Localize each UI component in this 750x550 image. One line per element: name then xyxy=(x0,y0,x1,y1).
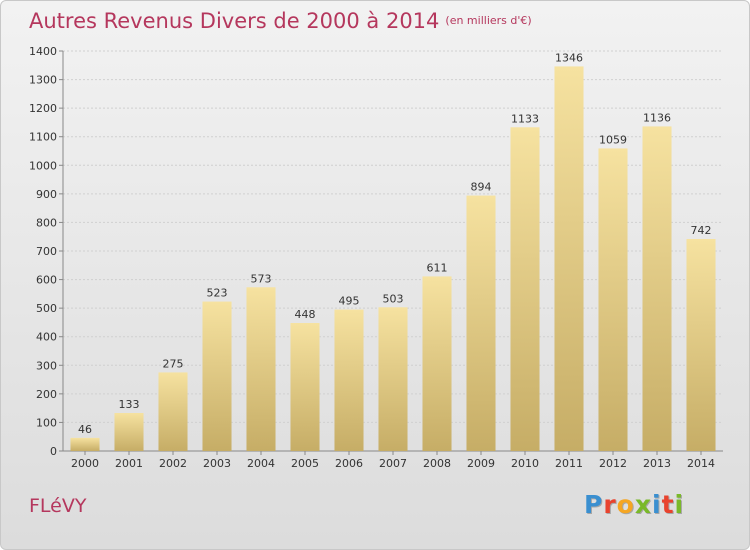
x-tick-label: 2003 xyxy=(203,457,231,470)
data-label-2005: 448 xyxy=(295,308,316,321)
bar-2008 xyxy=(422,276,452,451)
data-label-2006: 495 xyxy=(339,295,360,308)
x-tick-label: 2009 xyxy=(467,457,495,470)
y-tick-label: 1000 xyxy=(29,159,57,172)
logo-letter: P xyxy=(584,490,604,519)
commune-name: FLéVY xyxy=(29,495,87,517)
logo-letter: t xyxy=(661,490,675,519)
logo-letter: r xyxy=(603,490,617,519)
x-tick-label: 2000 xyxy=(71,457,99,470)
data-label-2002: 275 xyxy=(163,357,184,370)
data-label-2001: 133 xyxy=(119,398,140,411)
axes: 0 100 200 300 400 500 600 700 800 900 1000 1100 1200… xyxy=(29,45,723,470)
data-labels: 46 133 275 523 573 448 495 503 611 894 1133 1346 105… xyxy=(78,51,712,435)
data-label-2009: 894 xyxy=(471,181,492,194)
bar-2003 xyxy=(202,301,232,451)
bar-2002 xyxy=(158,372,188,451)
bar-2012 xyxy=(598,148,628,451)
chart-unit: (en milliers d'€) xyxy=(445,14,532,27)
y-tick-label: 900 xyxy=(36,188,57,201)
y-tick-label: 0 xyxy=(50,445,57,458)
data-label-2008: 611 xyxy=(427,261,448,274)
y-tick-label: 300 xyxy=(36,359,57,372)
bar-2004 xyxy=(246,287,276,451)
data-label-2004: 573 xyxy=(251,272,272,285)
y-tick-label: 800 xyxy=(36,216,57,229)
data-label-2011: 1346 xyxy=(555,51,583,64)
chart-title: Autres Revenus Divers de 2000 à 2014 (en … xyxy=(29,9,532,33)
data-label-2013: 1136 xyxy=(643,111,671,124)
y-tick-label: 600 xyxy=(36,274,57,287)
x-tick-label: 2008 xyxy=(423,457,451,470)
data-label-2012: 1059 xyxy=(599,133,627,146)
data-label-2003: 523 xyxy=(207,287,228,300)
x-tick-label: 2013 xyxy=(643,457,671,470)
data-label-2000: 46 xyxy=(78,423,92,436)
data-label-2007: 503 xyxy=(383,292,404,305)
y-tick-label: 100 xyxy=(36,416,57,429)
y-tick-label: 1200 xyxy=(29,102,57,115)
bar-2010 xyxy=(510,127,540,452)
x-tick-label: 2012 xyxy=(599,457,627,470)
y-tick-label: 200 xyxy=(36,388,57,401)
x-tick-label: 2002 xyxy=(159,457,187,470)
data-label-2010: 1133 xyxy=(511,112,539,125)
y-tick-label: 700 xyxy=(36,245,57,258)
bar-2009 xyxy=(466,195,496,451)
x-tick-label: 2004 xyxy=(247,457,275,470)
bar-2005 xyxy=(290,323,320,451)
y-tick-label: 1400 xyxy=(29,45,57,58)
logo-letter: i xyxy=(674,490,685,519)
y-tick-label: 400 xyxy=(36,331,57,344)
y-tick-label: 1300 xyxy=(29,74,57,87)
bars xyxy=(70,66,716,452)
chart-title-text: Autres Revenus Divers de 2000 à 2014 xyxy=(29,9,440,33)
bar-2006 xyxy=(334,309,364,451)
bar-2014 xyxy=(686,239,716,451)
bar-2013 xyxy=(642,126,672,451)
x-tick-label: 2006 xyxy=(335,457,363,470)
x-tick-label: 2007 xyxy=(379,457,407,470)
proxiti-logo[interactable]: Proxiti xyxy=(584,490,684,519)
x-tick-label: 2011 xyxy=(555,457,583,470)
bar-2000 xyxy=(70,437,100,451)
data-label-2014: 742 xyxy=(691,224,712,237)
x-tick-label: 2014 xyxy=(687,457,715,470)
x-tick-label: 2010 xyxy=(511,457,539,470)
y-tick-label: 500 xyxy=(36,302,57,315)
x-tick-label: 2001 xyxy=(115,457,143,470)
logo-letter: x xyxy=(634,490,652,519)
bar-2007 xyxy=(378,307,408,451)
logo-letter: o xyxy=(616,490,635,519)
bar-2001 xyxy=(114,413,144,451)
y-tick-label: 1100 xyxy=(29,131,57,144)
logo-letter: i xyxy=(652,490,662,519)
x-tick-label: 2005 xyxy=(291,457,319,470)
bar-2011 xyxy=(554,66,584,451)
